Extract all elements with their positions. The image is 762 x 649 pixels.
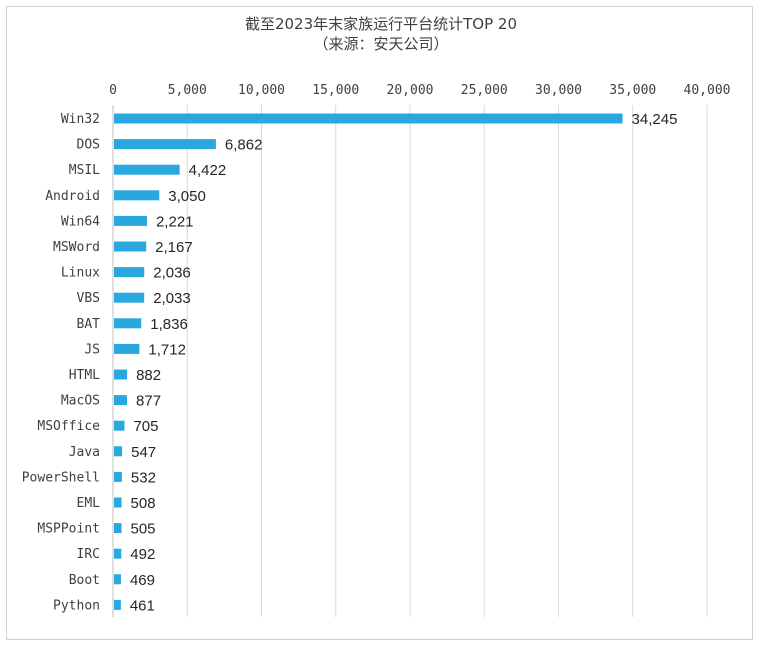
category-label: BAT <box>77 317 101 332</box>
data-label: 461 <box>130 597 155 614</box>
data-label: 705 <box>133 418 158 435</box>
data-label: 882 <box>136 367 161 384</box>
category-label: IRC <box>77 547 100 562</box>
data-label: 492 <box>130 546 155 563</box>
bar <box>114 471 122 482</box>
category-label: Win32 <box>61 112 100 127</box>
category-label: Python <box>53 598 100 613</box>
chart-title: 截至2023年末家族运行平台统计TOP 20 <box>245 15 517 33</box>
bar <box>114 292 145 303</box>
x-tick-label: 25,000 <box>461 83 508 98</box>
x-tick-label: 0 <box>109 83 117 98</box>
x-tick-label: 10,000 <box>238 83 285 98</box>
data-label: 505 <box>130 521 155 538</box>
category-label: MacOS <box>61 394 100 409</box>
data-label: 34,245 <box>632 111 678 128</box>
bar <box>114 446 123 457</box>
bar <box>114 241 147 252</box>
category-label: HTML <box>69 368 100 383</box>
category-label: PowerShell <box>22 470 100 485</box>
category-label: MSWord <box>53 240 100 255</box>
category-label: MSOffice <box>37 419 100 434</box>
category-label: VBS <box>77 291 100 306</box>
bar <box>114 164 180 175</box>
chart-subtitle: （来源：安天公司） <box>313 35 448 53</box>
category-label: Android <box>45 189 100 204</box>
category-label: Java <box>69 445 100 460</box>
bar <box>114 574 121 585</box>
data-label: 2,036 <box>153 265 191 282</box>
data-label: 2,033 <box>153 290 191 307</box>
bar <box>114 318 142 329</box>
bar <box>114 267 145 278</box>
data-label: 508 <box>131 495 156 512</box>
data-label: 532 <box>131 469 156 486</box>
category-label: Linux <box>61 266 100 281</box>
data-label: 877 <box>136 393 161 410</box>
bar <box>114 190 160 201</box>
bar <box>114 369 128 380</box>
x-tick-label: 30,000 <box>535 83 582 98</box>
category-label: EML <box>77 496 101 511</box>
bar <box>114 548 122 559</box>
x-tick-label: 5,000 <box>168 83 207 98</box>
data-label: 1,712 <box>148 341 186 358</box>
x-tick-label: 20,000 <box>387 83 434 98</box>
bar <box>114 523 122 534</box>
bar <box>114 497 122 508</box>
data-label: 6,862 <box>225 137 263 154</box>
data-label: 1,836 <box>150 316 188 333</box>
category-label: JS <box>84 342 100 357</box>
bar <box>114 343 140 354</box>
bar <box>114 599 121 610</box>
bar <box>114 139 216 150</box>
bar <box>114 420 125 431</box>
x-tick-label: 15,000 <box>312 83 359 98</box>
data-label: 2,167 <box>155 239 193 256</box>
category-label: Win64 <box>61 214 100 229</box>
bar <box>114 215 147 226</box>
category-label: Boot <box>69 573 100 588</box>
category-label: MSIL <box>69 163 100 178</box>
data-label: 4,422 <box>189 162 227 179</box>
bar <box>114 395 128 406</box>
category-label: MSPPoint <box>37 522 100 537</box>
category-label: DOS <box>77 138 100 153</box>
x-tick-label: 35,000 <box>609 83 656 98</box>
bar <box>114 113 623 124</box>
data-label: 3,050 <box>168 188 206 205</box>
data-label: 469 <box>130 572 155 589</box>
x-tick-label: 40,000 <box>684 83 731 98</box>
data-label: 547 <box>131 444 156 461</box>
data-label: 2,221 <box>156 213 194 230</box>
